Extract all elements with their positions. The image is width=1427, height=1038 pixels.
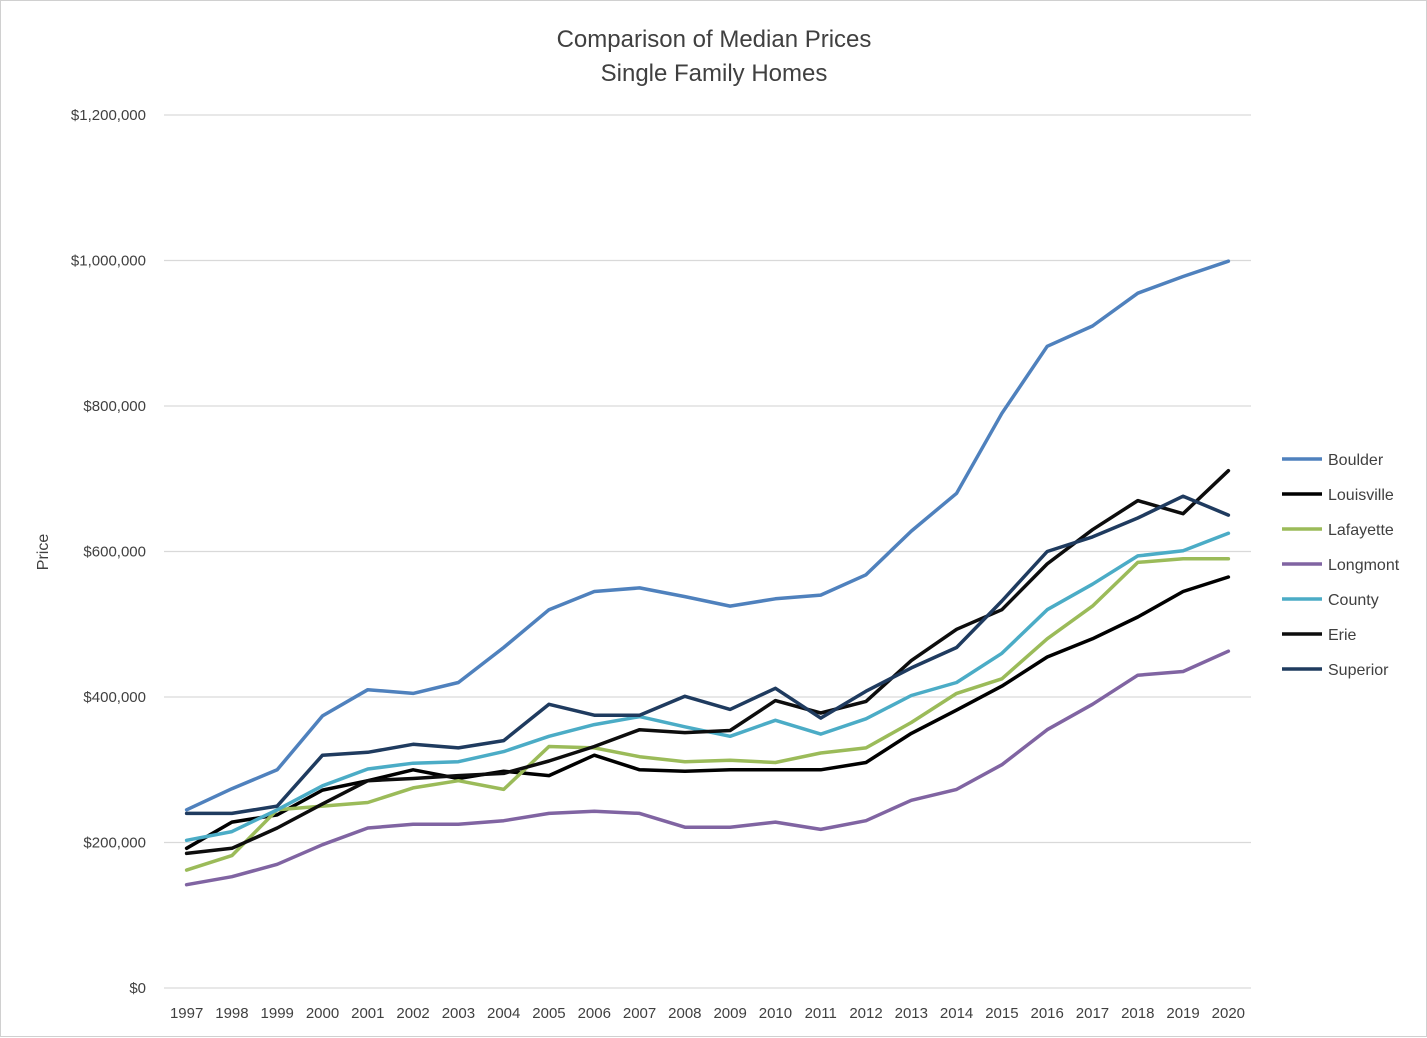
legend-label-boulder: Boulder bbox=[1328, 452, 1384, 469]
x-tick-label: 1998 bbox=[215, 1005, 248, 1022]
x-tick-label: 2001 bbox=[351, 1005, 384, 1022]
legend-label-erie: Erie bbox=[1328, 627, 1357, 644]
x-tick-label: 2008 bbox=[668, 1005, 701, 1022]
y-tick-label: $200,000 bbox=[83, 835, 146, 852]
y-axis-ticks: $0 $200,000 $400,000 $600,000 $800,000 $1,000… bbox=[71, 107, 146, 997]
series-line-boulder bbox=[184, 259, 1231, 812]
series-line-lafayette bbox=[184, 557, 1231, 872]
y-tick-label: $0 bbox=[129, 980, 146, 997]
x-tick-label: 2014 bbox=[940, 1005, 973, 1022]
x-tick-label: 1997 bbox=[170, 1005, 203, 1022]
x-tick-label: 2016 bbox=[1031, 1005, 1064, 1022]
series-line-erie bbox=[184, 468, 1231, 856]
y-tick-label: $400,000 bbox=[83, 689, 146, 706]
x-tick-label: 2019 bbox=[1166, 1005, 1199, 1022]
x-tick-label: 2020 bbox=[1212, 1005, 1245, 1022]
legend-label-superior: Superior bbox=[1328, 662, 1389, 679]
y-tick-label: $800,000 bbox=[83, 398, 146, 415]
x-tick-label: 2010 bbox=[759, 1005, 792, 1022]
y-tick-label: $1,000,000 bbox=[71, 253, 146, 270]
x-tick-label: 2013 bbox=[895, 1005, 928, 1022]
x-tick-label: 2002 bbox=[396, 1005, 429, 1022]
x-tick-label: 2009 bbox=[713, 1005, 746, 1022]
x-tick-label: 2007 bbox=[623, 1005, 656, 1022]
y-axis-title: Price bbox=[35, 534, 52, 571]
legend-label-lafayette: Lafayette bbox=[1328, 522, 1394, 539]
legend-label-county: County bbox=[1328, 592, 1379, 609]
series-line-superior bbox=[184, 494, 1231, 816]
x-tick-label: 1999 bbox=[261, 1005, 294, 1022]
x-tick-label: 2000 bbox=[306, 1005, 339, 1022]
x-tick-label: 2011 bbox=[805, 1005, 837, 1022]
x-axis-ticks: 1997 1998 1999 2000 2001 2002 2003 2004 2005 2006… bbox=[170, 1005, 1245, 1022]
legend-label-louisville: Louisville bbox=[1328, 487, 1394, 504]
x-tick-label: 2015 bbox=[985, 1005, 1018, 1022]
chart-title: Comparison of Median Prices bbox=[557, 26, 872, 53]
x-tick-label: 2018 bbox=[1121, 1005, 1154, 1022]
x-tick-label: 2003 bbox=[442, 1005, 475, 1022]
x-tick-label: 2005 bbox=[532, 1005, 565, 1022]
y-tick-label: $600,000 bbox=[83, 544, 146, 561]
x-tick-label: 2004 bbox=[487, 1005, 520, 1022]
legend: Boulder Louisville Lafayette Longmont County… bbox=[1282, 452, 1400, 679]
x-tick-label: 2006 bbox=[578, 1005, 611, 1022]
series-line-longmont bbox=[184, 649, 1231, 887]
chart-subtitle: Single Family Homes bbox=[601, 60, 828, 87]
gridlines bbox=[164, 114, 1251, 989]
x-tick-label: 2017 bbox=[1076, 1005, 1109, 1022]
series-line-louisville bbox=[184, 575, 1231, 851]
series-lines bbox=[184, 259, 1231, 887]
legend-label-longmont: Longmont bbox=[1328, 557, 1400, 574]
x-tick-label: 2012 bbox=[849, 1005, 882, 1022]
y-tick-label: $1,200,000 bbox=[71, 107, 146, 124]
